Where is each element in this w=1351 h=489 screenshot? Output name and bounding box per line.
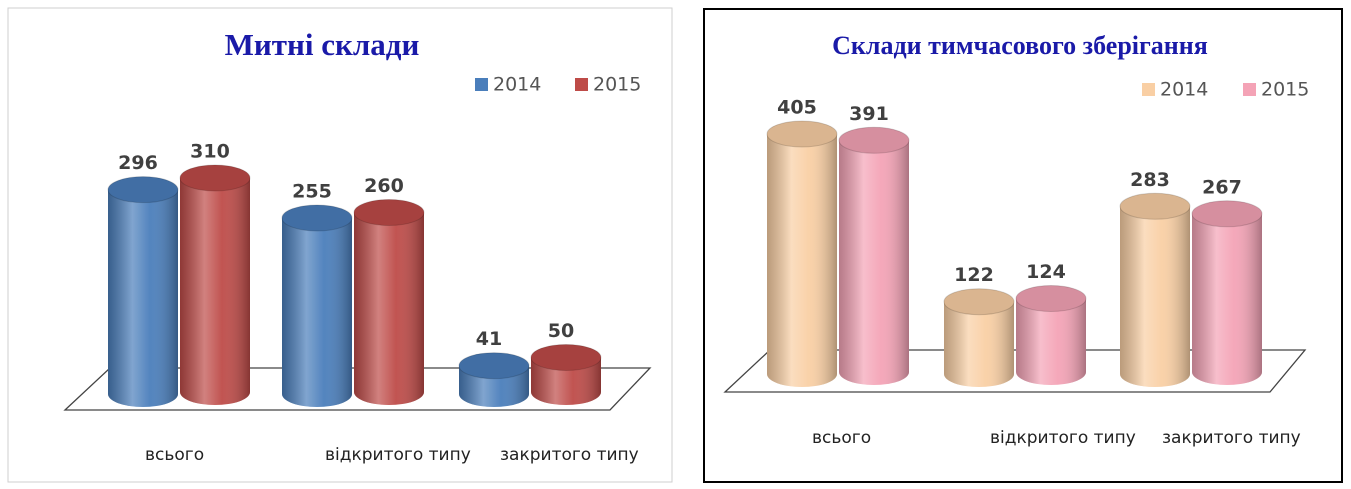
floor: [723, 349, 1307, 393]
bar-shading: [1120, 206, 1190, 387]
bar-top: [943, 288, 1015, 316]
floor: [63, 367, 652, 411]
bar-top-shade: [354, 199, 424, 226]
legend-swatch: [575, 78, 588, 91]
bar-top: [838, 126, 910, 154]
bar-shading: [354, 212, 424, 405]
data-label: 122: [954, 264, 994, 286]
bar-top-shade: [180, 165, 250, 191]
bar-top: [1015, 285, 1087, 313]
legend-swatch: [1243, 83, 1256, 96]
data-label: 310: [190, 141, 230, 163]
x-tick-label: відкритого типу: [990, 428, 1136, 448]
legend-label: 2014: [493, 74, 541, 96]
bar-top: [458, 352, 530, 380]
bar-shading: [531, 357, 601, 405]
data-label: 391: [849, 103, 889, 125]
data-label: 255: [292, 180, 332, 202]
x-tick-label: закритого типу: [500, 445, 639, 465]
bar-top-shade: [944, 288, 1014, 315]
data-label: 267: [1202, 176, 1242, 198]
chart-title: Митні склади: [225, 27, 420, 62]
bar-top: [281, 204, 353, 232]
x-tick-label: всього: [145, 445, 204, 465]
x-tick-label: всього: [812, 428, 871, 448]
bar-top-shade: [459, 352, 529, 379]
bar-top: [107, 176, 179, 204]
legend-label: 2014: [1160, 79, 1208, 101]
bar-top: [766, 120, 838, 148]
bar-top: [1119, 192, 1191, 220]
bar-top-shade: [839, 127, 909, 154]
legend-swatch: [475, 78, 488, 91]
bar-shading: [108, 189, 178, 407]
bar-shading: [1192, 213, 1262, 385]
legend-label: 2015: [1261, 79, 1309, 101]
bar-top: [353, 199, 425, 227]
bar-shading: [767, 134, 837, 387]
bar-top: [530, 343, 602, 371]
bar-top: [1191, 200, 1263, 228]
data-label: 260: [364, 175, 404, 197]
bar-top-shade: [1192, 200, 1262, 227]
bar-shading: [282, 217, 352, 407]
bar-top-shade: [282, 204, 352, 231]
bar-top-shade: [1120, 193, 1190, 220]
bar-top-shade: [1016, 285, 1086, 312]
x-tick-label: відкритого типу: [325, 445, 471, 465]
bar-top-shade: [531, 344, 601, 371]
bar-top-shade: [108, 176, 178, 203]
bar-shading: [944, 301, 1014, 387]
legend-label: 2015: [593, 74, 641, 96]
data-label: 283: [1130, 169, 1170, 191]
data-label: 296: [118, 152, 158, 174]
data-label: 405: [777, 97, 817, 119]
bar-top-shade: [767, 121, 837, 147]
bar-shading: [1016, 298, 1086, 385]
chart-title: Склади тимчасового зберігання: [832, 31, 1208, 60]
data-label: 124: [1026, 261, 1066, 283]
bar-shading: [839, 140, 909, 385]
data-label: 41: [476, 328, 502, 350]
bar-shading: [180, 178, 250, 405]
data-label: 50: [548, 320, 574, 342]
legend-swatch: [1142, 83, 1155, 96]
bar-top: [179, 164, 251, 192]
x-tick-label: закритого типу: [1162, 428, 1301, 448]
